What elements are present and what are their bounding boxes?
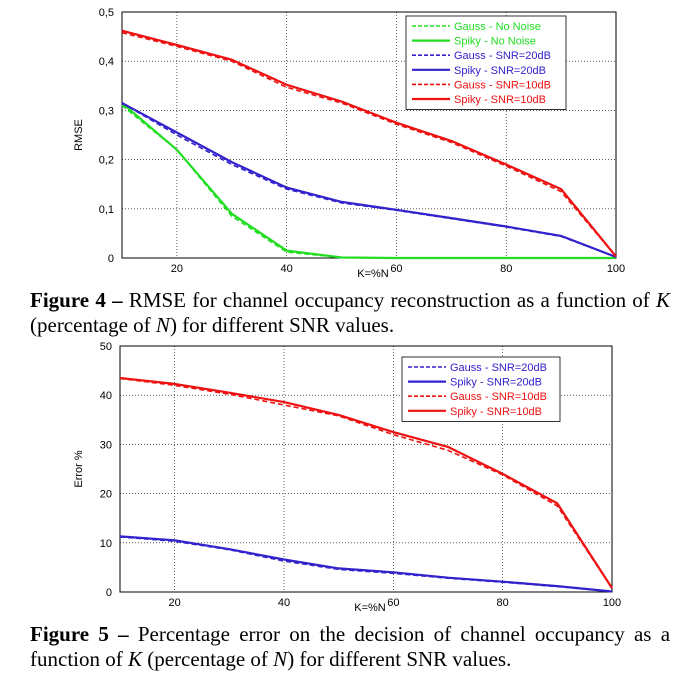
x-axis-label: K=%N [357, 268, 389, 280]
x-tick-label: 40 [278, 597, 290, 609]
y-axis-label: Error % [73, 450, 85, 488]
series-line-spiky-snr-20db [121, 102, 617, 259]
legend-entry: Spiky - SNR=20dB [450, 377, 542, 389]
y-tick-label: 30 [100, 439, 112, 451]
y-tick-label: 50 [100, 341, 112, 353]
y-tick-label: 40 [100, 390, 112, 402]
figure-5-caption: Figure 5 – Percentage error on the decis… [30, 622, 671, 671]
y-tick-label: 0,5 [99, 7, 114, 19]
x-tick-label: 80 [497, 597, 509, 609]
x-tick-label: 60 [387, 597, 399, 609]
series-line-spiky-no-noise [121, 102, 616, 260]
chart-5: 0 10 20 30 40 50 20 40 60 80 100 K=%N Error % Gauss -… [73, 341, 621, 614]
x-tick-label: 80 [500, 263, 512, 275]
legend-entry: Gauss - SNR=20dB [450, 362, 547, 374]
series-line-spiky-snr-20db [119, 535, 613, 593]
series-line-spiky-snr-10db [121, 29, 617, 258]
legend-entry: Gauss - SNR=10dB [454, 79, 551, 91]
y-tick-label: 0,4 [99, 56, 114, 68]
y-tick-label: 20 [100, 489, 112, 501]
legend-entry: Spiky - No Noise [454, 36, 536, 48]
x-tick-label: 60 [390, 263, 402, 275]
y-tick-label: 0 [106, 587, 112, 599]
x-tick-label: 100 [603, 597, 621, 609]
x-axis-label: K=%N [354, 602, 386, 614]
legend-entry: Spiky - SNR=10dB [450, 406, 542, 418]
legend-entry: Gauss - SNR=10dB [450, 391, 547, 403]
figure-5-label: Figure 5 – [30, 622, 129, 646]
legend-entry: Spiky - SNR=20dB [454, 65, 546, 77]
legend-entry: Spiky - SNR=10dB [454, 94, 546, 106]
figure-4-caption: Figure 4 – RMSE for channel occupancy re… [30, 288, 671, 337]
x-tick-label: 40 [281, 263, 293, 275]
y-tick-label: 10 [100, 538, 112, 550]
series-line-spiky-snr-10db [119, 376, 613, 589]
legend-entry: Gauss - No Noise [454, 21, 541, 33]
legend-entry: Gauss - SNR=20dB [454, 50, 551, 62]
chart-4: 0 0,1 0,2 0,3 0,4 0,5 20 40 60 80 100 K=%N RMSE Gauss… [73, 7, 625, 280]
series-line-gauss-snr-10db [121, 31, 617, 258]
y-tick-label: 0,1 [99, 204, 114, 216]
figure-4-label: Figure 4 – [30, 288, 123, 312]
x-tick-label: 100 [607, 263, 625, 275]
x-tick-label: 20 [169, 597, 181, 609]
y-tick-label: 0,3 [99, 105, 114, 117]
legend-box [405, 15, 567, 110]
y-tick-label: 0 [108, 253, 114, 265]
series-line-gauss-snr-10db [119, 377, 613, 589]
y-tick-label: 0,2 [99, 155, 114, 167]
x-tick-label: 20 [171, 263, 183, 275]
y-axis-label: RMSE [73, 119, 85, 151]
